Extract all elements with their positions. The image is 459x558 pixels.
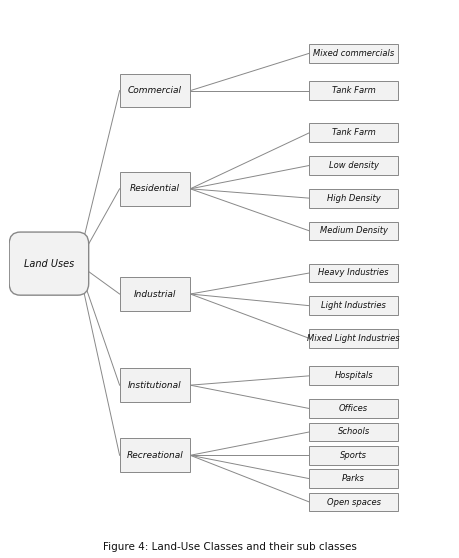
FancyBboxPatch shape — [309, 367, 397, 385]
Text: Industrial: Industrial — [134, 290, 176, 299]
Text: Residential: Residential — [129, 184, 179, 193]
Text: Recreational: Recreational — [126, 451, 183, 460]
FancyBboxPatch shape — [309, 222, 397, 240]
FancyBboxPatch shape — [309, 263, 397, 282]
FancyBboxPatch shape — [119, 368, 190, 402]
FancyBboxPatch shape — [309, 469, 397, 488]
Text: Parks: Parks — [341, 474, 364, 483]
Text: Schools: Schools — [337, 427, 369, 436]
FancyBboxPatch shape — [309, 329, 397, 348]
FancyBboxPatch shape — [309, 422, 397, 441]
Text: Offices: Offices — [338, 404, 367, 413]
Text: Medium Density: Medium Density — [319, 227, 387, 235]
Text: Commercial: Commercial — [128, 86, 181, 95]
Text: Figure 4: Land-Use Classes and their sub classes: Figure 4: Land-Use Classes and their sub… — [103, 542, 356, 552]
Text: Open spaces: Open spaces — [326, 498, 380, 507]
Text: Light Industries: Light Industries — [320, 301, 385, 310]
FancyBboxPatch shape — [119, 74, 190, 108]
FancyBboxPatch shape — [309, 399, 397, 418]
Text: Tank Farm: Tank Farm — [331, 128, 375, 137]
Text: High Density: High Density — [326, 194, 380, 203]
Text: Mixed Light Industries: Mixed Light Industries — [307, 334, 399, 343]
Text: Tank Farm: Tank Farm — [331, 86, 375, 95]
Text: Mixed commercials: Mixed commercials — [312, 49, 393, 57]
Text: Land Uses: Land Uses — [24, 258, 74, 268]
FancyBboxPatch shape — [309, 296, 397, 315]
FancyBboxPatch shape — [309, 493, 397, 511]
FancyBboxPatch shape — [9, 232, 89, 295]
FancyBboxPatch shape — [119, 439, 190, 472]
Text: Heavy Industries: Heavy Industries — [318, 268, 388, 277]
FancyBboxPatch shape — [309, 44, 397, 62]
Text: Institutional: Institutional — [128, 381, 181, 389]
Text: Sports: Sports — [339, 451, 366, 460]
FancyBboxPatch shape — [309, 189, 397, 208]
FancyBboxPatch shape — [119, 277, 190, 311]
FancyBboxPatch shape — [309, 123, 397, 142]
Text: Low density: Low density — [328, 161, 378, 170]
FancyBboxPatch shape — [309, 446, 397, 465]
FancyBboxPatch shape — [119, 172, 190, 206]
FancyBboxPatch shape — [309, 81, 397, 100]
FancyBboxPatch shape — [309, 156, 397, 175]
Text: Hospitals: Hospitals — [334, 371, 372, 381]
